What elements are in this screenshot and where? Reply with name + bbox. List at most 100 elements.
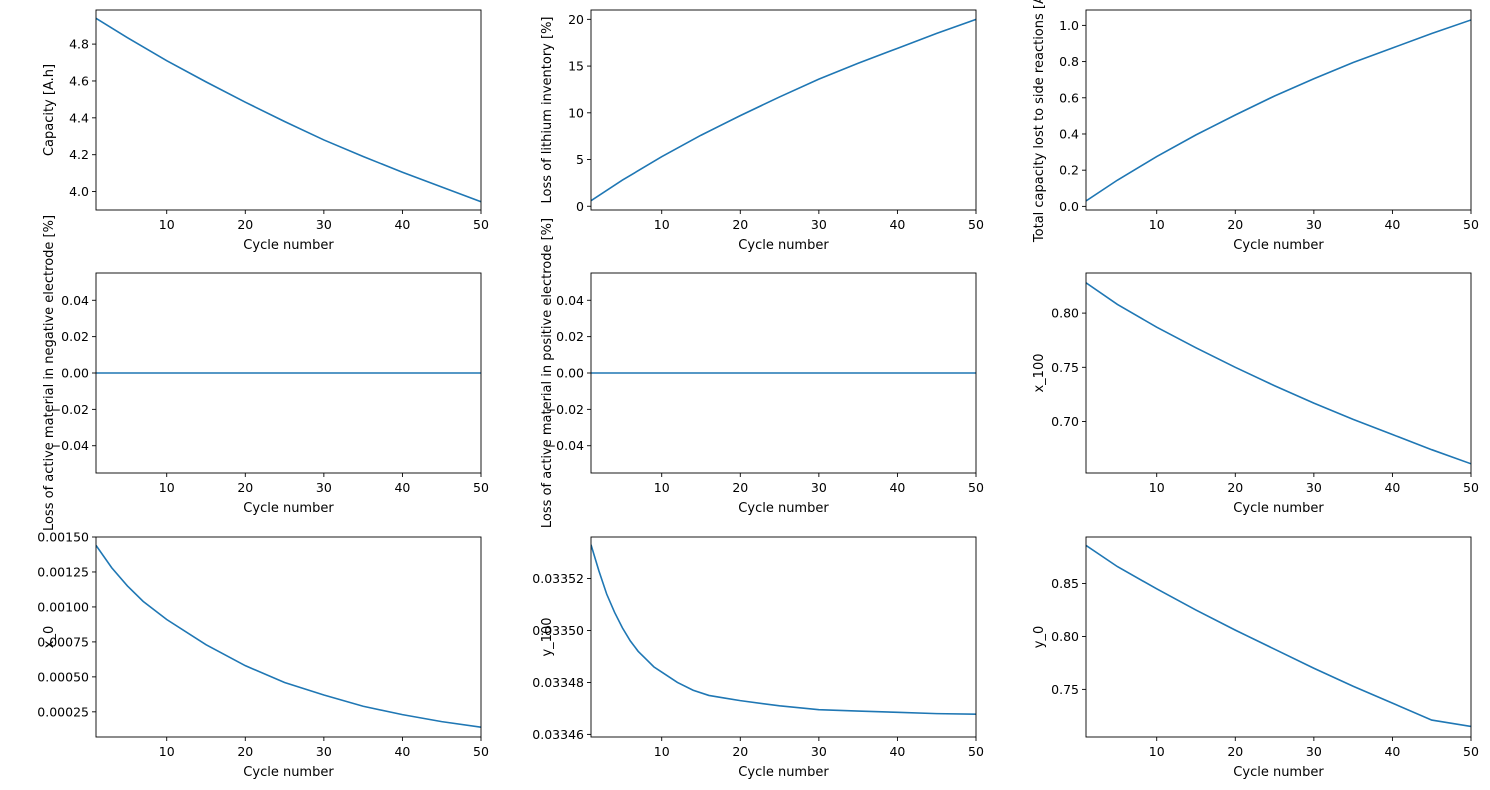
x-tick-label: 50: [473, 480, 489, 495]
series-line: [1086, 544, 1471, 728]
y-tick-label: 0.04: [556, 293, 584, 308]
x-tick-label: 20: [237, 744, 253, 759]
x-tick-label: 40: [1384, 480, 1400, 495]
y-axis-label: Loss of active material in negative elec…: [42, 215, 57, 531]
x-tick-label: 30: [316, 480, 332, 495]
x-tick-label: 20: [237, 480, 253, 495]
x-tick-label: 10: [654, 217, 670, 232]
subplot-4: 10 20 30 40 50 −0.04 −0.02 0.00 0.02 0.04 Cycle nu…: [42, 215, 489, 531]
y-tick-label: 0.8: [1059, 54, 1079, 69]
y-tick-label: 4.0: [69, 184, 89, 199]
y-tick-label: 0.80: [1051, 306, 1079, 321]
x-tick-label: 10: [654, 480, 670, 495]
x-tick-label: 10: [159, 744, 175, 759]
x-axis-label: Cycle number: [738, 765, 829, 780]
x-tick-label: 50: [968, 744, 984, 759]
y-tick-label: −0.02: [546, 402, 584, 417]
series-line: [96, 544, 481, 729]
y-tick-label: 4.2: [69, 147, 89, 162]
y-tick-label: 0.00025: [37, 704, 89, 719]
y-tick-label: 0.75: [1051, 682, 1079, 697]
x-tick-label: 50: [1463, 217, 1479, 232]
x-tick-label: 50: [1463, 480, 1479, 495]
y-tick-label: 0.00075: [37, 634, 89, 649]
axes-frame: [1085, 536, 1472, 738]
y-tick-label: 0.04: [61, 293, 89, 308]
x-axis-label: Cycle number: [738, 238, 829, 253]
x-tick-label: 20: [1227, 217, 1243, 232]
y-tick-label: 0.00150: [37, 530, 89, 545]
x-axis-label: Cycle number: [1233, 238, 1324, 253]
y-tick-label: 5: [576, 152, 584, 167]
x-axis-label: Cycle number: [243, 501, 334, 516]
y-tick-label: 0.00050: [37, 669, 89, 684]
y-tick-label: 0.03350: [532, 623, 584, 638]
y-axis-label: y_100: [540, 617, 555, 656]
y-tick-label: 0: [576, 199, 584, 214]
y-axis-label: x_0: [42, 626, 57, 648]
axes-frame: [590, 536, 977, 738]
x-tick-label: 20: [1227, 744, 1243, 759]
y-tick-label: 0.00100: [37, 599, 89, 614]
x-tick-label: 50: [968, 480, 984, 495]
y-tick-label: 4.4: [69, 110, 89, 125]
x-tick-label: 40: [394, 217, 410, 232]
y-axis-label: Loss of active material in positive elec…: [540, 218, 555, 528]
series-line: [1086, 282, 1471, 465]
y-axis-label: y_0: [1032, 626, 1047, 648]
x-tick-label: 30: [811, 744, 827, 759]
x-tick-label: 30: [1306, 480, 1322, 495]
x-tick-label: 20: [732, 744, 748, 759]
y-tick-label: 0.4: [1059, 126, 1079, 141]
y-tick-label: 0.02: [61, 329, 89, 344]
y-tick-label: −0.04: [51, 438, 89, 453]
x-tick-label: 10: [159, 217, 175, 232]
x-tick-label: 40: [889, 744, 905, 759]
y-tick-label: 20: [568, 12, 584, 27]
subplot-6: 10 20 30 40 50 0.70 0.75 0.80 Cycle number x_100: [1032, 272, 1479, 516]
y-axis-label: Loss of lithium inventory [%]: [540, 16, 555, 203]
x-tick-label: 20: [237, 217, 253, 232]
y-tick-label: 0.70: [1051, 414, 1079, 429]
y-tick-label: 1.0: [1059, 18, 1079, 33]
axes-frame: [1085, 9, 1472, 211]
series-line: [591, 544, 976, 715]
x-axis-label: Cycle number: [1233, 765, 1324, 780]
y-tick-label: 0.02: [556, 329, 584, 344]
x-tick-label: 10: [654, 744, 670, 759]
y-tick-label: 0.00: [556, 366, 584, 381]
y-tick-label: 0.75: [1051, 360, 1079, 375]
x-tick-label: 40: [1384, 217, 1400, 232]
series-line: [1086, 19, 1471, 202]
axes-frame: [95, 536, 482, 738]
x-tick-label: 50: [473, 744, 489, 759]
x-tick-label: 40: [889, 480, 905, 495]
x-tick-label: 30: [811, 480, 827, 495]
y-tick-label: −0.02: [51, 402, 89, 417]
x-tick-label: 10: [159, 480, 175, 495]
x-tick-label: 20: [1227, 480, 1243, 495]
x-tick-label: 30: [1306, 744, 1322, 759]
y-tick-label: −0.04: [546, 438, 584, 453]
x-tick-label: 10: [1149, 744, 1165, 759]
y-tick-label: 0.0: [1059, 199, 1079, 214]
x-tick-label: 30: [811, 217, 827, 232]
y-axis-label: Total capacity lost to side reactions [A…: [1032, 0, 1047, 243]
series-line: [591, 18, 976, 202]
subplot-5: 10 20 30 40 50 −0.04 −0.02 0.00 0.02 0.04 Cycle nu…: [540, 218, 984, 528]
subplot-7: 10 20 30 40 50 0.00025 0.00050 0.00075 0.00100 0.…: [37, 530, 489, 781]
y-tick-label: 0.03348: [532, 675, 584, 690]
x-tick-label: 40: [1384, 744, 1400, 759]
x-tick-label: 20: [732, 217, 748, 232]
y-tick-label: 0.03352: [532, 571, 584, 586]
x-axis-label: Cycle number: [1233, 501, 1324, 516]
y-tick-label: 4.6: [69, 73, 89, 88]
y-tick-label: 0.80: [1051, 629, 1079, 644]
x-tick-label: 40: [889, 217, 905, 232]
axes-frame: [1085, 272, 1472, 474]
x-tick-label: 40: [394, 744, 410, 759]
subplot-1: 10 20 30 40 50 4.0 4.2 4.4 4.6 4.8 Cycle number Cap…: [42, 9, 489, 253]
y-tick-label: 4.8: [69, 37, 89, 52]
x-tick-label: 30: [316, 744, 332, 759]
